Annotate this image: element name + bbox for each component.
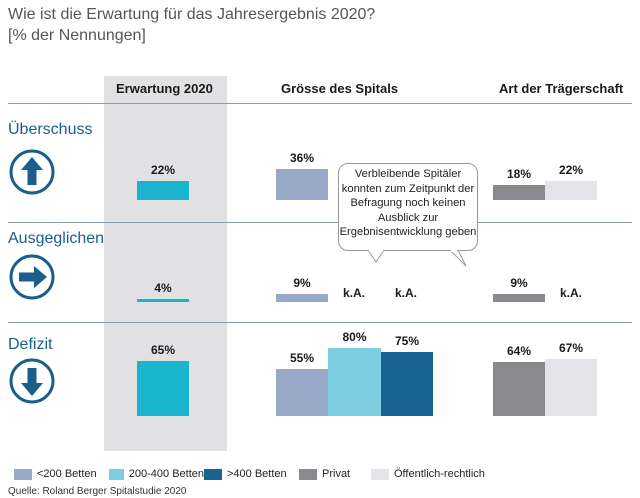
row-label-ausgeglichen: Ausgeglichen: [8, 230, 105, 247]
value-label-200-400-defizit: 80%: [342, 330, 367, 344]
value-label-privat-ueberschuss: 18%: [506, 167, 532, 181]
legend-item-200-400: 200-400 Betten: [109, 468, 204, 480]
bar-gt400-defizit: [381, 352, 433, 416]
bar-privat-ausgeglichen: [493, 294, 545, 302]
value-label-oeffentlich-defizit: 67%: [558, 341, 584, 355]
chart-title: Wie ist die Erwartung für das Jahreserge…: [8, 6, 376, 23]
bar-lt200-defizit: [276, 369, 328, 416]
value-label-lt200-defizit: 55%: [289, 351, 315, 365]
bar-erwartung-ueberschuss: [137, 181, 189, 200]
value-label-privat-ausgeglichen: 9%: [510, 276, 528, 290]
bar-erwartung-defizit: [137, 361, 189, 416]
bar-lt200-ausgeglichen: [276, 294, 328, 302]
bar-erwartung-ausgeglichen: [137, 299, 189, 302]
arrow-down-icon: [9, 358, 55, 404]
arrow-right-icon: [9, 254, 55, 300]
divider-middle: [8, 222, 632, 223]
value-label-erwartung-ueberschuss: 22%: [150, 163, 176, 177]
legend-label-gt400: >400 Betten: [227, 468, 287, 480]
legend-item-lt200: <200 Betten: [14, 468, 109, 480]
na-label-oeffentlich-ausgeglichen: k.A.: [559, 286, 582, 300]
na-label-gt400-ausgeglichen: k.A.: [394, 286, 417, 300]
legend-item-gt400: >400 Betten: [204, 468, 299, 480]
chart-subtitle: [% der Nennungen]: [8, 27, 146, 44]
callout-bubble: Verbleibende Spitäler konnten zum Zeitpu…: [338, 163, 478, 251]
divider-bottom: [8, 322, 632, 323]
column-header-traeger: Art der Trägerschaft: [499, 81, 624, 96]
divider-top: [8, 103, 632, 104]
value-label-gt400-defizit: 75%: [394, 334, 420, 348]
bar-oeffentlich-ueberschuss: [545, 181, 597, 200]
row-label-ueberschuss: Überschuss: [8, 121, 93, 138]
legend-label-privat: Privat: [322, 468, 351, 480]
bar-privat-defizit: [493, 362, 545, 416]
legend-swatch-200-400: [109, 468, 124, 480]
bar-privat-ueberschuss: [493, 185, 545, 200]
legend-swatch-gt400: [204, 468, 222, 480]
value-label-erwartung-ausgeglichen: 4%: [154, 281, 172, 295]
column-header-groesse: Grösse des Spitals: [281, 81, 399, 96]
bar-200-400-defizit: [328, 348, 381, 416]
value-label-privat-defizit: 64%: [506, 344, 532, 358]
arrow-up-icon: [9, 149, 55, 195]
legend-label-lt200: <200 Betten: [37, 468, 97, 480]
legend-label-oeffentlich: Öffentlich-rechtlich: [394, 468, 485, 480]
column-header-erwartung: Erwartung 2020: [116, 81, 213, 96]
bar-oeffentlich-defizit: [545, 359, 597, 416]
legend-swatch-privat: [299, 468, 317, 480]
legend: <200 Betten 200-400 Betten >400 Betten P…: [14, 468, 485, 480]
legend-item-oeffentlich: Öffentlich-rechtlich: [371, 468, 485, 480]
legend-item-privat: Privat: [299, 468, 371, 480]
legend-swatch-oeffentlich: [371, 468, 389, 480]
source-note: Quelle: Roland Berger Spitalstudie 2020: [8, 486, 187, 497]
bar-lt200-ueberschuss: [276, 169, 328, 200]
legend-label-200-400: 200-400 Betten: [128, 468, 204, 480]
legend-swatch-lt200: [14, 468, 32, 480]
value-label-oeffentlich-ueberschuss: 22%: [558, 163, 584, 177]
value-label-lt200-ueberschuss: 36%: [289, 151, 315, 165]
value-label-lt200-ausgeglichen: 9%: [293, 276, 311, 290]
row-label-defizit: Defizit: [8, 336, 53, 353]
value-label-erwartung-defizit: 65%: [150, 343, 176, 357]
na-label-200-400-ausgeglichen: k.A.: [342, 286, 365, 300]
